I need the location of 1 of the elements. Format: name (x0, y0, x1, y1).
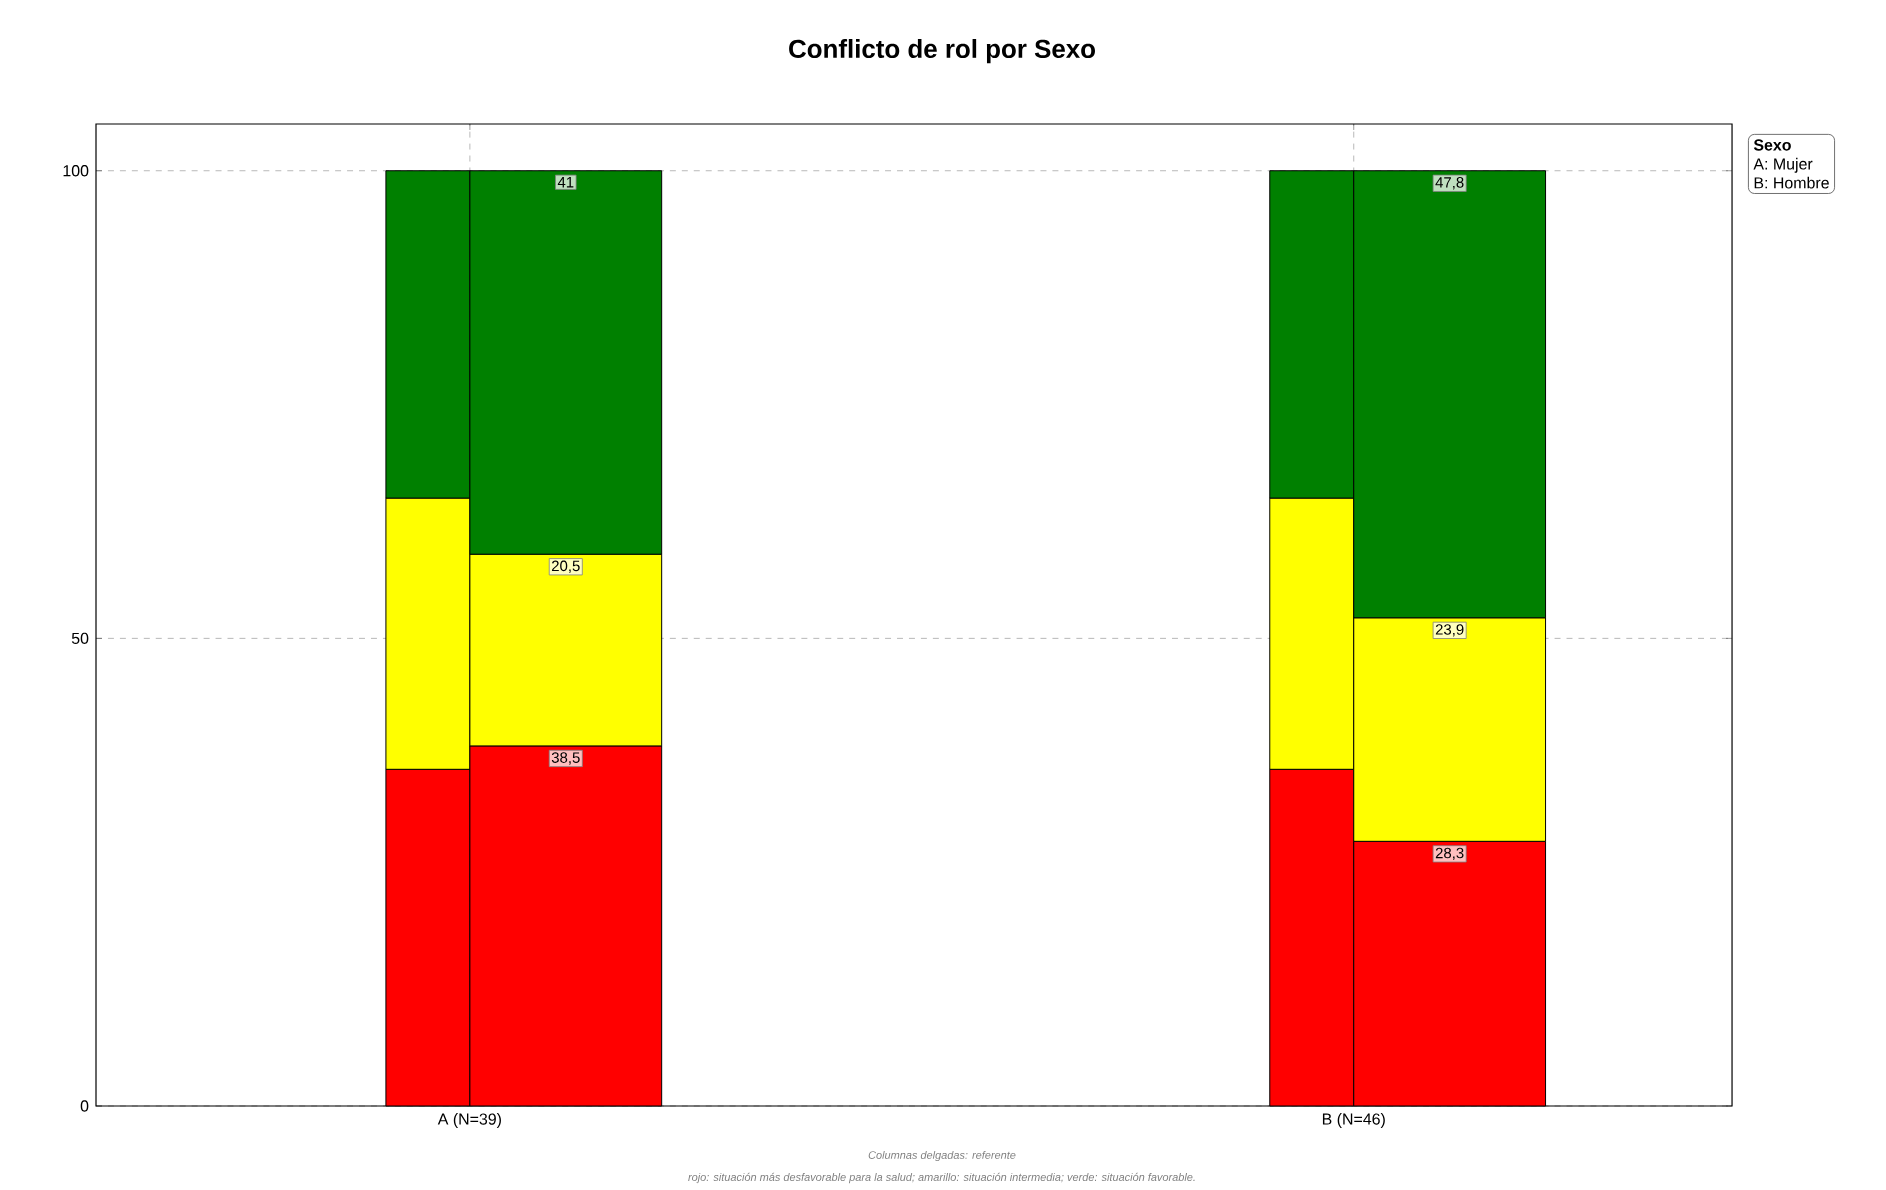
chart-title: Conflicto de rol por Sexo (789, 39, 1095, 64)
